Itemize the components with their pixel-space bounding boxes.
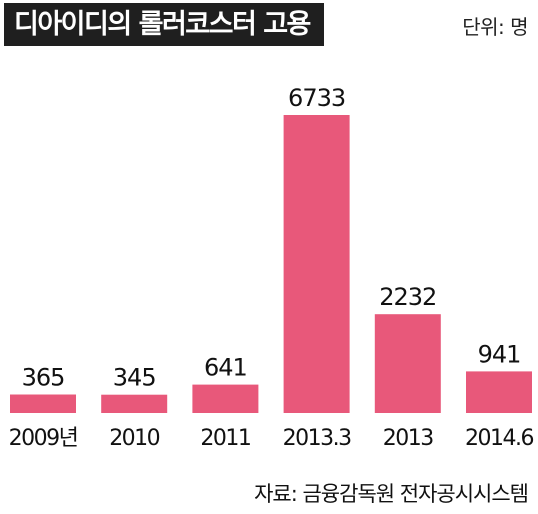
value-label-2: 641 — [204, 354, 247, 382]
bar-1 — [101, 394, 168, 413]
source-note: 자료: 금융감독원 전자공시시스템 — [254, 482, 529, 506]
value-label-3: 6733 — [288, 84, 345, 112]
value-label-0: 365 — [22, 364, 65, 392]
unit-label: 단위: 명 — [462, 15, 528, 39]
bar-0 — [10, 394, 76, 413]
category-label-3: 2013.3 — [283, 426, 351, 451]
value-label-4: 2232 — [379, 283, 436, 311]
category-label-0: 2009년 — [9, 426, 78, 451]
bar-3 — [283, 115, 350, 413]
category-label-4: 2013 — [383, 426, 433, 451]
value-label-5: 941 — [478, 340, 521, 368]
bars-group: 365 2009년 345 2010 641 2011 6733 2013.3 2232 2013… — [9, 84, 535, 451]
bar-2 — [192, 384, 259, 413]
bar-chart: 365 2009년 345 2010 641 2011 6733 2013.3 2232 2013… — [8, 84, 535, 451]
category-label-2: 2011 — [200, 426, 250, 451]
category-label-1: 2010 — [109, 426, 159, 451]
chart-title: 디아이디의 롤러코스터 고용 — [4, 3, 324, 46]
bar-5 — [466, 371, 532, 413]
title-bar: 디아이디의 롤러코스터 고용 단위: 명 — [0, 0, 538, 50]
category-label-5: 2014.6 — [465, 426, 533, 451]
value-label-1: 345 — [113, 364, 156, 392]
bar-4 — [374, 314, 441, 413]
